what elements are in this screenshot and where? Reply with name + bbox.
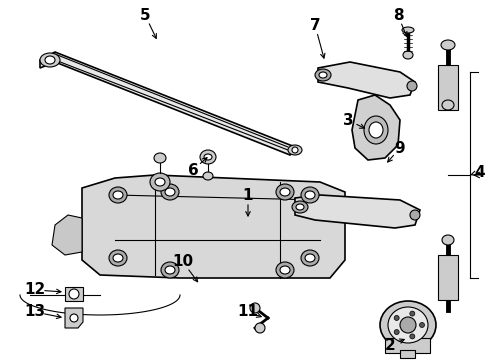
Ellipse shape: [70, 314, 78, 322]
Ellipse shape: [161, 262, 179, 278]
Text: 13: 13: [24, 305, 46, 320]
Text: 3: 3: [343, 113, 353, 127]
Ellipse shape: [288, 145, 302, 155]
Ellipse shape: [301, 187, 319, 203]
Ellipse shape: [165, 188, 175, 196]
Polygon shape: [82, 175, 345, 278]
Ellipse shape: [292, 201, 308, 213]
Ellipse shape: [292, 147, 298, 153]
Ellipse shape: [364, 116, 388, 144]
Polygon shape: [52, 215, 82, 255]
Text: 6: 6: [188, 162, 198, 177]
Ellipse shape: [280, 188, 290, 196]
Text: 12: 12: [24, 283, 46, 297]
Ellipse shape: [69, 289, 79, 299]
Ellipse shape: [369, 122, 383, 138]
Ellipse shape: [113, 254, 123, 262]
Ellipse shape: [109, 187, 127, 203]
Ellipse shape: [442, 100, 454, 110]
Text: 9: 9: [394, 140, 405, 156]
Ellipse shape: [315, 69, 331, 81]
Ellipse shape: [394, 315, 399, 320]
Ellipse shape: [442, 235, 454, 245]
Ellipse shape: [109, 250, 127, 266]
Text: 1: 1: [243, 188, 253, 202]
Polygon shape: [295, 195, 420, 228]
Ellipse shape: [150, 173, 170, 191]
Text: 8: 8: [392, 8, 403, 23]
Ellipse shape: [40, 53, 60, 67]
Ellipse shape: [276, 184, 294, 200]
Ellipse shape: [441, 40, 455, 50]
Text: 7: 7: [310, 18, 320, 32]
Ellipse shape: [402, 27, 414, 33]
Ellipse shape: [154, 153, 166, 163]
Ellipse shape: [204, 154, 212, 160]
Ellipse shape: [203, 172, 213, 180]
Bar: [385, 338, 430, 353]
Bar: [65, 287, 83, 301]
Ellipse shape: [280, 266, 290, 274]
Ellipse shape: [296, 204, 304, 210]
Ellipse shape: [165, 266, 175, 274]
Ellipse shape: [255, 323, 265, 333]
Polygon shape: [65, 308, 83, 328]
Text: 4: 4: [475, 165, 485, 180]
Ellipse shape: [403, 51, 413, 59]
Text: 2: 2: [385, 338, 395, 352]
Ellipse shape: [407, 81, 417, 91]
Polygon shape: [352, 95, 400, 160]
Ellipse shape: [45, 56, 55, 64]
Ellipse shape: [155, 178, 165, 186]
Ellipse shape: [250, 303, 260, 313]
Text: 10: 10: [172, 255, 194, 270]
Ellipse shape: [301, 250, 319, 266]
Text: 11: 11: [238, 305, 259, 320]
Polygon shape: [40, 52, 300, 155]
Bar: [438, 65, 458, 110]
Ellipse shape: [410, 311, 415, 316]
Ellipse shape: [305, 191, 315, 199]
Ellipse shape: [319, 72, 327, 78]
Bar: [438, 255, 458, 300]
Bar: [400, 350, 415, 358]
Ellipse shape: [400, 317, 416, 333]
Ellipse shape: [410, 210, 420, 220]
Ellipse shape: [388, 307, 428, 343]
Ellipse shape: [305, 254, 315, 262]
Ellipse shape: [200, 150, 216, 164]
Ellipse shape: [380, 301, 436, 349]
Ellipse shape: [410, 334, 415, 339]
Ellipse shape: [419, 323, 424, 328]
Ellipse shape: [276, 262, 294, 278]
Text: 5: 5: [140, 8, 150, 23]
Polygon shape: [318, 62, 415, 98]
Ellipse shape: [113, 191, 123, 199]
Ellipse shape: [394, 329, 399, 334]
Ellipse shape: [161, 184, 179, 200]
